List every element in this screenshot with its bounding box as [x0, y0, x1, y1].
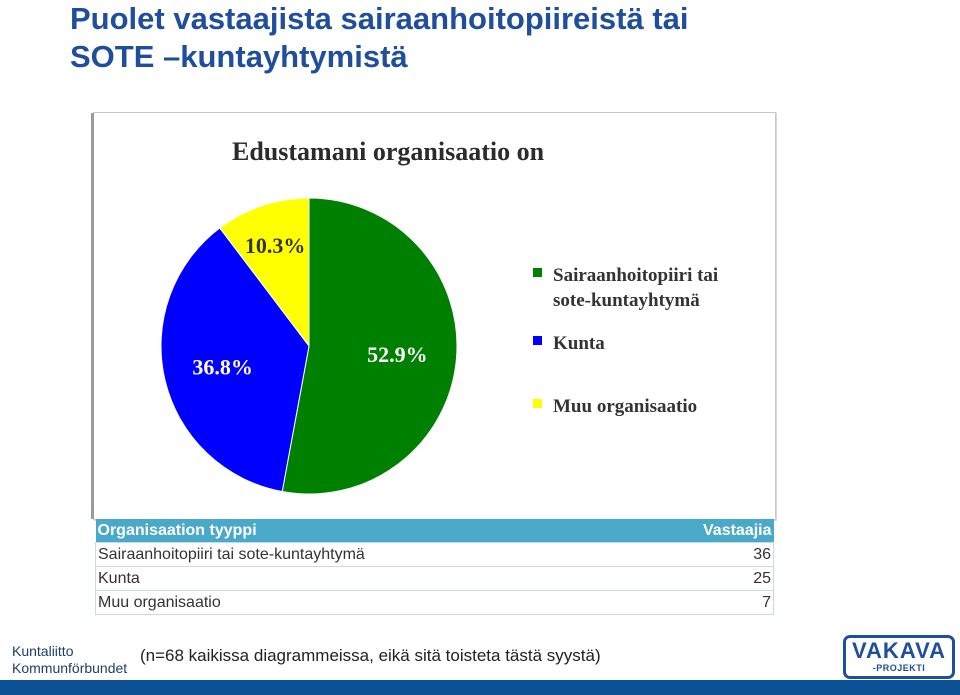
- pie-chart: 52.9% 36.8% 10.3%: [160, 197, 458, 495]
- slide-title-line2: SOTE –kuntayhtymistä: [70, 39, 408, 74]
- logo-left-line2: Kommunförbundet: [12, 660, 128, 676]
- table-cell-label: Sairaanhoitopiiri tai sote-kuntayhtymä: [94, 542, 631, 567]
- legend-label-cont: sote-kuntayhtymä: [553, 290, 700, 311]
- legend-swatch-blue: [533, 336, 542, 345]
- vakava-logo: VAKAVA -PROJEKTI: [843, 635, 955, 679]
- pie-slice-sairaanhoitopiiri: [281, 197, 458, 495]
- legend-item-kunta: Kunta: [529, 331, 769, 356]
- table-header-row: Organisaation tyyppi Vastaajia: [95, 519, 774, 543]
- table-cell-label: Muu organisaatio: [94, 590, 631, 615]
- logo-right-small: -PROJEKTI: [872, 663, 926, 673]
- pie-data-label: 36.8%: [192, 354, 253, 379]
- table-cell-value: 25: [630, 566, 774, 591]
- data-table: Organisaation tyyppi Vastaajia Sairaanho…: [94, 519, 774, 615]
- kuntaliitto-logo: Kuntaliitto Kommunförbundet: [12, 643, 127, 677]
- pie-data-label: 10.3%: [245, 233, 306, 258]
- table-cell-label: Kunta: [94, 566, 631, 591]
- legend-label: Muu organisaatio: [553, 396, 698, 417]
- logo-right-big: VAKAVA: [852, 638, 946, 663]
- legend-swatch-yellow: [533, 399, 542, 408]
- chart-panel: Edustamani organisaatio on 52.9% 36.8% 10.…: [91, 112, 776, 520]
- table-row: Muu organisaatio 7: [94, 590, 774, 615]
- pie-slice-muu: [219, 197, 310, 348]
- table-cell-value: 7: [630, 590, 774, 615]
- legend-item-sairaanhoitopiiri: Sairaanhoitopiiri tai sote-kuntayhtymä: [529, 263, 769, 313]
- chart-title: Edustamani organisaatio on: [232, 137, 545, 166]
- bottom-bar: [0, 680, 960, 695]
- chart-legend: Sairaanhoitopiiri tai sote-kuntayhtymä K…: [529, 263, 769, 437]
- legend-item-muu: Muu organisaatio: [529, 394, 769, 419]
- table-row: Sairaanhoitopiiri tai sote-kuntayhtymä 3…: [94, 542, 774, 567]
- table-row: Kunta 25: [94, 566, 774, 591]
- legend-label: Sairaanhoitopiiri tai: [553, 265, 719, 286]
- table-header-count: Vastaajia: [630, 519, 774, 543]
- pie-data-label: 52.9%: [367, 342, 428, 367]
- legend-swatch-green: [533, 268, 542, 277]
- slide-title: Puolet vastaajista sairaanhoitopiireistä…: [70, 0, 950, 76]
- pie-slice-kunta: [160, 227, 310, 493]
- slide-title-line1: Puolet vastaajista sairaanhoitopiireistä…: [70, 1, 689, 36]
- footnote: (n=68 kaikissa diagrammeissa, eikä sitä …: [140, 646, 601, 665]
- table-header-type: Organisaation tyyppi: [95, 519, 631, 543]
- logo-left-line1: Kuntaliitto: [12, 643, 74, 659]
- legend-label: Kunta: [553, 333, 605, 354]
- table-cell-value: 36: [630, 542, 774, 567]
